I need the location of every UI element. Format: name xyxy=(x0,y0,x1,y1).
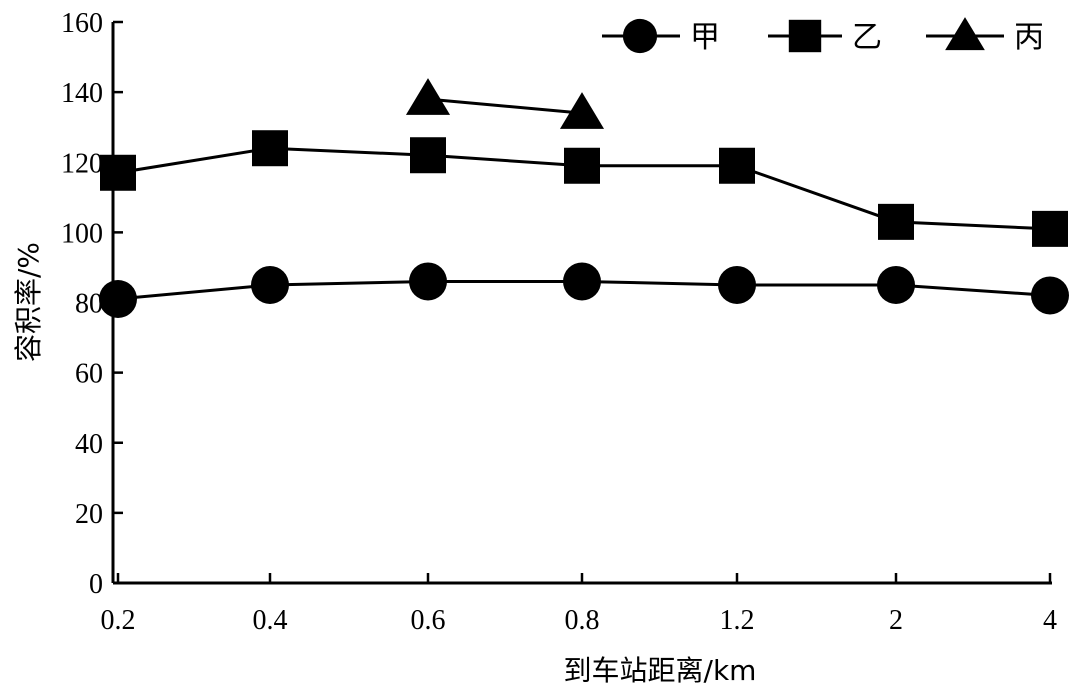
y-tick-label: 140 xyxy=(61,78,103,109)
data-point xyxy=(563,262,601,301)
data-point xyxy=(251,265,289,304)
data-point xyxy=(564,147,600,184)
y-tick-label: 40 xyxy=(75,429,103,460)
legend-marker xyxy=(622,18,658,54)
x-tick-label: 0.4 xyxy=(253,605,288,636)
series-triangle xyxy=(405,78,605,129)
series-circle xyxy=(99,262,1069,318)
y-tick-label: 60 xyxy=(75,359,103,390)
x-tick-label: 0.8 xyxy=(565,605,600,636)
series-line xyxy=(427,97,583,115)
legend-item: 丙 xyxy=(926,17,1044,55)
y-axis-title: 容积率/% xyxy=(12,242,45,362)
y-tick-label: 0 xyxy=(89,569,103,600)
legend-marker xyxy=(945,17,985,51)
x-axis-title: 到车站距离/km xyxy=(564,654,757,687)
x-tick-label: 1.2 xyxy=(720,605,755,636)
y-tick-label: 100 xyxy=(61,218,103,249)
x-tick-label: 2 xyxy=(889,605,903,636)
legend-label: 乙 xyxy=(852,20,882,55)
y-tick-label: 160 xyxy=(61,8,103,39)
legend-item: 乙 xyxy=(768,19,882,55)
data-point xyxy=(405,78,451,115)
data-point xyxy=(719,147,755,184)
x-tick-label: 4 xyxy=(1043,605,1057,636)
data-point xyxy=(409,262,447,301)
data-point xyxy=(878,203,914,240)
series-square xyxy=(100,130,1068,247)
data-point xyxy=(1032,210,1068,247)
data-point xyxy=(559,92,605,129)
legend-marker xyxy=(788,19,822,53)
y-tick-label: 20 xyxy=(75,499,103,530)
data-point xyxy=(410,137,446,174)
series-layer xyxy=(99,78,1069,318)
x-tick-label: 0.6 xyxy=(411,605,446,636)
data-point xyxy=(100,154,136,191)
data-point xyxy=(99,279,137,318)
data-point xyxy=(718,265,756,304)
legend-label: 丙 xyxy=(1014,20,1044,55)
data-point xyxy=(1031,276,1069,315)
y-tick-label: 80 xyxy=(75,289,103,320)
data-point xyxy=(877,265,915,304)
legend-label: 甲 xyxy=(690,20,720,55)
y-tick-label: 120 xyxy=(61,148,103,179)
legend: 甲乙丙 xyxy=(602,17,1044,55)
axes: 0 20 40 60 80 100 120 140 160 0.2 0.4 0.6 0.8 1.2 2 4 xyxy=(61,8,1057,636)
x-tick-label: 0.2 xyxy=(101,605,136,636)
legend-item: 甲 xyxy=(602,18,720,55)
data-point xyxy=(252,130,288,167)
